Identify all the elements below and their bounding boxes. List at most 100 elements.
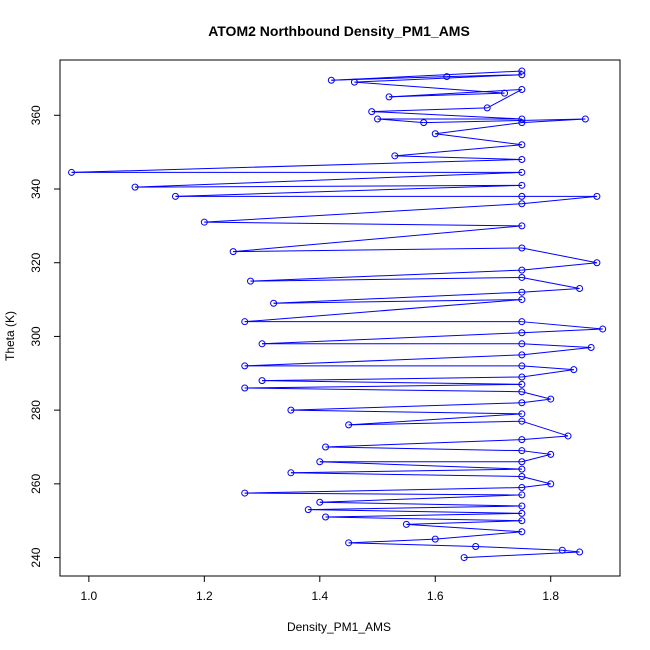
series-segment	[135, 171, 522, 188]
series-segment	[521, 262, 597, 271]
data-point	[518, 222, 526, 230]
data-point	[171, 192, 179, 200]
data-point	[593, 259, 601, 267]
series-segment	[319, 494, 522, 503]
series-segment	[521, 483, 551, 489]
series-segment	[290, 409, 522, 415]
series-segment	[371, 107, 488, 113]
series-segment	[325, 512, 522, 518]
series-segment	[250, 276, 522, 282]
data-point	[518, 141, 526, 149]
series-segment	[354, 74, 522, 83]
series-segment	[435, 531, 522, 540]
series-segment	[262, 380, 522, 385]
data-point	[304, 506, 312, 514]
series-segment	[244, 487, 522, 494]
series-segment	[290, 472, 522, 477]
data-point	[518, 509, 526, 517]
y-tick-label: 360	[29, 105, 43, 125]
series-segment	[521, 391, 551, 400]
data-point	[518, 200, 526, 208]
series-segment	[521, 453, 551, 463]
data-point	[518, 266, 526, 274]
y-tick-label: 300	[29, 326, 43, 346]
series-segment	[244, 299, 522, 323]
data-point	[402, 520, 410, 528]
series-segment	[348, 420, 522, 426]
series-segment	[308, 505, 522, 511]
data-point	[241, 362, 249, 370]
x-tick-label: 1.0	[81, 589, 98, 603]
data-point	[518, 168, 526, 176]
data-point	[287, 469, 295, 477]
series-segment	[521, 276, 580, 290]
series-segment	[423, 118, 586, 124]
data-point	[287, 406, 295, 414]
data-point	[316, 458, 324, 466]
data-point	[350, 78, 358, 86]
y-tick-label: 320	[29, 252, 43, 272]
x-tick-label: 1.6	[427, 589, 444, 603]
series-segment	[486, 89, 523, 109]
series-segment	[521, 346, 592, 356]
data-point	[518, 329, 526, 337]
data-point	[431, 130, 439, 138]
data-point	[241, 318, 249, 326]
data-point	[68, 168, 76, 176]
series-segment	[348, 538, 436, 544]
data-point	[518, 528, 526, 536]
data-point	[558, 546, 566, 554]
data-point	[593, 192, 601, 200]
series-segment	[175, 184, 522, 197]
data-point	[518, 119, 526, 127]
data-point	[547, 395, 555, 403]
data-point	[258, 340, 266, 348]
x-axis-label: Density_PM1_AMS	[287, 620, 391, 634]
data-point	[518, 417, 526, 425]
data-point	[241, 384, 249, 392]
series-segment	[406, 520, 522, 525]
series-segment	[521, 398, 551, 404]
series-segment	[233, 225, 522, 253]
series-segment	[244, 383, 522, 389]
data-point	[322, 443, 330, 451]
data-point	[581, 115, 589, 123]
series-segment	[135, 184, 522, 188]
series-segment	[475, 546, 563, 551]
data-point	[587, 343, 595, 351]
series-segment	[521, 420, 569, 437]
data-point	[420, 119, 428, 127]
data-point	[316, 498, 324, 506]
data-point	[391, 152, 399, 160]
series-segment	[394, 144, 522, 157]
series-segment	[521, 288, 580, 293]
data-point	[518, 502, 526, 510]
data-point	[518, 181, 526, 189]
data-point	[368, 108, 376, 116]
series-segment	[521, 450, 551, 455]
data-point	[131, 183, 139, 191]
data-point	[431, 535, 439, 543]
plot-area	[68, 67, 607, 562]
series-segment	[325, 439, 522, 448]
series-segment	[331, 70, 522, 81]
y-tick-label: 340	[29, 179, 43, 199]
series-segment	[348, 413, 522, 426]
x-axis: 1.0 1.2 1.4 1.6 1.8	[81, 575, 559, 603]
series-segment	[244, 387, 522, 393]
series-segment	[371, 111, 522, 120]
series-segment	[331, 76, 447, 81]
data-point	[547, 450, 555, 458]
data-point	[576, 285, 584, 293]
data-point	[483, 104, 491, 112]
series-segment	[250, 269, 522, 282]
data-point	[518, 465, 526, 473]
data-point	[518, 115, 526, 123]
y-axis: 240 260 280 300 320 340 360	[29, 105, 60, 568]
data-point	[518, 318, 526, 326]
chart-title: ATOM2 Northbound Density_PM1_AMS	[208, 23, 470, 39]
series-points	[68, 67, 607, 562]
series-segment	[377, 118, 424, 124]
series-segment	[521, 435, 569, 441]
